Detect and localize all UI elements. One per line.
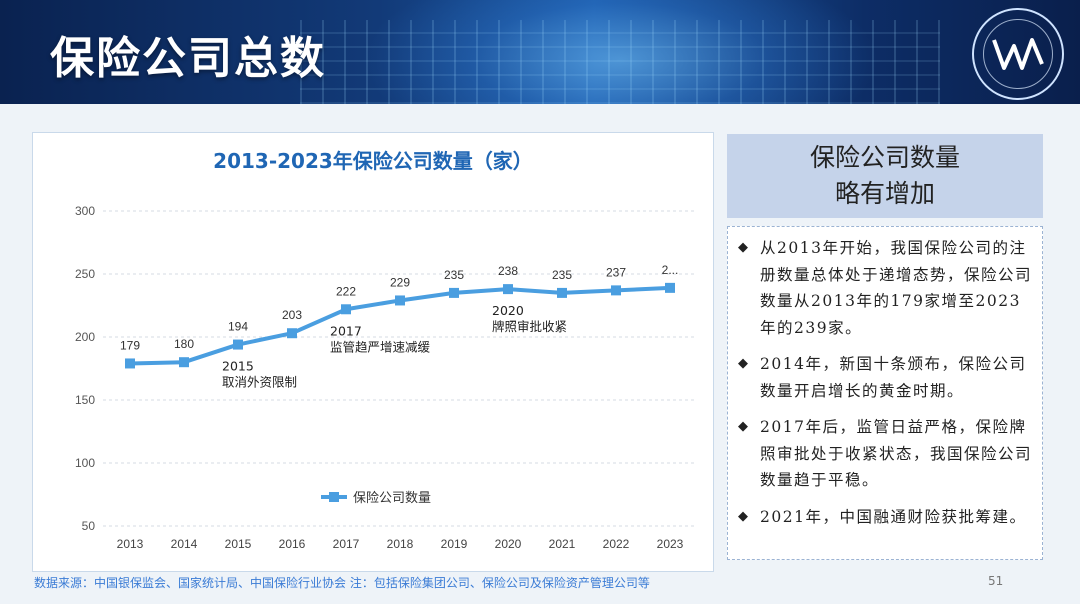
annotation-year: 2020 — [492, 303, 524, 318]
page-title: 保险公司总数 — [50, 33, 326, 84]
diamond-bullet-icon: ◆ — [738, 356, 750, 371]
page-number: 51 — [988, 574, 1004, 588]
x-tick-label: 2016 — [279, 537, 306, 551]
x-tick-label: 2021 — [549, 537, 576, 551]
diamond-bullet-icon: ◆ — [738, 419, 750, 434]
data-point — [125, 358, 135, 369]
data-point — [611, 285, 621, 296]
summary-heading-line1: 保险公司数量 — [809, 143, 960, 172]
x-tick-label: 2020 — [495, 537, 522, 551]
annotation-year: 2015 — [222, 359, 254, 374]
y-tick-label: 50 — [82, 519, 96, 533]
y-tick-label: 150 — [75, 393, 95, 407]
chart-title: 2013-2023年保险公司数量（家） — [213, 149, 533, 173]
logo-icon — [972, 8, 1064, 100]
x-tick-label: 2018 — [387, 537, 414, 551]
banner-glow — [360, 0, 880, 104]
list-item: ◆ 2014年，新国十条颁布，保险公司数量开启增长的黄金时期。 — [738, 351, 1032, 404]
data-point — [179, 357, 189, 368]
y-tick-label: 200 — [75, 330, 95, 344]
data-point — [503, 284, 513, 295]
data-point — [395, 295, 405, 306]
list-item: ◆ 2021年，中国融通财险获批筹建。 — [738, 504, 1032, 531]
data-label: 237 — [606, 265, 626, 279]
data-label: 203 — [282, 308, 302, 322]
annotation-text: 监管趋严增速减缓 — [330, 339, 431, 354]
annotation-year: 2017 — [330, 323, 362, 338]
banner-pattern — [300, 20, 940, 104]
x-tick-label: 2022 — [603, 537, 630, 551]
y-tick-label: 100 — [75, 456, 95, 470]
list-item-text: 2014年，新国十条颁布，保险公司数量开启增长的黄金时期。 — [760, 355, 1027, 400]
annotation-text: 取消外资限制 — [222, 375, 297, 390]
data-point — [665, 282, 675, 293]
list-item: ◆ 从2013年开始，我国保险公司的注册数量总体处于递增态势，保险公司数量从20… — [738, 235, 1032, 341]
list-item-text: 2021年，中国融通财险获批筹建。 — [760, 507, 1027, 526]
x-tick-label: 2019 — [441, 537, 468, 551]
data-label: 229 — [390, 275, 410, 289]
summary-list: ◆ 从2013年开始，我国保险公司的注册数量总体处于递增态势，保险公司数量从20… — [727, 226, 1043, 560]
list-item-text: 从2013年开始，我国保险公司的注册数量总体处于递增态势，保险公司数量从2013… — [760, 239, 1033, 337]
data-point — [557, 287, 567, 298]
data-label: 194 — [228, 320, 248, 334]
legend-label: 保险公司数量 — [353, 491, 431, 506]
chart-panel: 2013-2023年保险公司数量（家） 50 100 150 200 250 300 201… — [32, 132, 714, 572]
data-source-note: 数据来源：中国银保监会、国家统计局、中国保险行业协会 注：包括保险集团公司、保险… — [34, 576, 650, 590]
list-item: ◆ 2017年后，监管日益严格，保险牌照审批处于收紧状态，我国保险公司数量趋于平… — [738, 414, 1032, 494]
x-tick-label: 2013 — [117, 537, 144, 551]
y-tick-label: 300 — [75, 204, 95, 218]
diamond-bullet-icon: ◆ — [738, 240, 750, 255]
line-chart: 50 100 150 200 250 300 2013 2014 2015 2016 2017 201… — [75, 204, 697, 551]
x-tick-label: 2017 — [333, 537, 360, 551]
data-label: 180 — [174, 337, 194, 351]
summary-heading: 保险公司数量 略有增加 — [727, 134, 1043, 218]
data-label: 235 — [552, 268, 572, 282]
annotation-text: 牌照审批收紧 — [492, 319, 567, 334]
data-point — [449, 287, 459, 298]
data-label: 2... — [662, 263, 679, 277]
data-point — [233, 339, 243, 350]
data-point — [341, 304, 351, 315]
legend-marker — [329, 492, 339, 502]
list-item-text: 2017年后，监管日益严格，保险牌照审批处于收紧状态，我国保险公司数量趋于平稳。 — [760, 418, 1033, 489]
data-label: 238 — [498, 264, 518, 278]
header-banner: 保险公司总数 — [0, 0, 1080, 104]
data-point — [287, 328, 297, 339]
x-tick-label: 2014 — [171, 537, 198, 551]
diamond-bullet-icon: ◆ — [738, 508, 750, 524]
x-tick-label: 2015 — [225, 537, 252, 551]
data-label: 179 — [120, 338, 140, 352]
data-label: 222 — [336, 284, 356, 298]
summary-heading-line2: 略有增加 — [834, 179, 935, 208]
x-tick-label: 2023 — [657, 537, 684, 551]
y-tick-label: 250 — [75, 267, 95, 281]
data-label: 235 — [444, 268, 464, 282]
